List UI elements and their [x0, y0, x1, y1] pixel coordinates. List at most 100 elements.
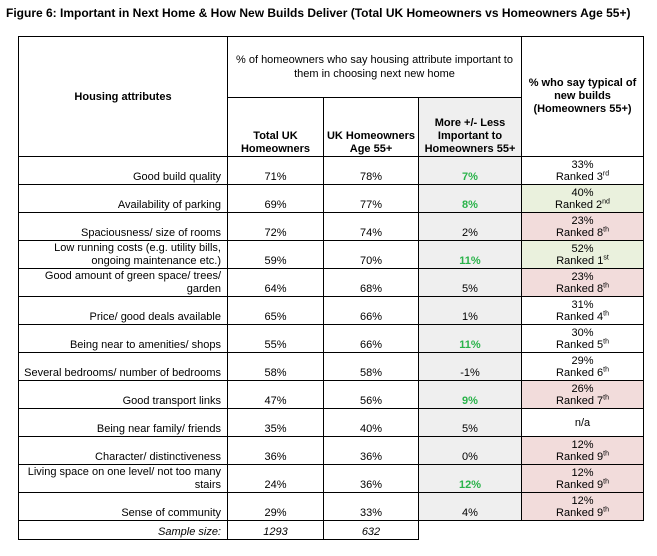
header-total-uk: Total UK Homeowners [227, 97, 324, 157]
total-uk-cell: 64% [227, 268, 324, 297]
table-row: Several bedrooms/ number of bedrooms 58% 5… [18, 352, 644, 381]
total-uk-cell: 72% [227, 212, 324, 241]
rank-label: Ranked 6th [522, 365, 643, 379]
age-55-cell: 36% [323, 464, 419, 493]
typical-cell: 12% Ranked 9th [521, 436, 644, 465]
typical-cell: 33% Ranked 3rd [521, 156, 644, 185]
rank-label: Ranked 2nd [522, 197, 643, 211]
typical-cell: 12% Ranked 9th [521, 492, 644, 521]
rank-text: Ranked 7 [556, 394, 604, 407]
typical-cell: 23% Ranked 8th [521, 268, 644, 297]
age-55-cell: 36% [323, 436, 419, 465]
age-55-cell: 77% [323, 184, 419, 213]
header-age-55: UK Homeowners Age 55+ [323, 97, 419, 157]
table-row: Low running costs (e.g. utility bills, o… [18, 240, 644, 269]
attribute-cell: Availability of parking [18, 184, 228, 213]
rank-label: Ranked 9th [522, 477, 643, 491]
attribute-cell: Being near family/ friends [18, 408, 228, 437]
total-uk-cell: 35% [227, 408, 324, 437]
difference-cell: -1% [418, 352, 522, 381]
total-uk-cell: 65% [227, 296, 324, 325]
typical-cell: 23% Ranked 8th [521, 212, 644, 241]
sample-size-55: 632 [323, 520, 419, 540]
difference-cell: 2% [418, 212, 522, 241]
typical-cell: 26% Ranked 7th [521, 380, 644, 409]
attribute-cell: Good build quality [18, 156, 228, 185]
typical-percent: 29% [571, 354, 594, 367]
difference-cell: 1% [418, 296, 522, 325]
total-uk-cell: 69% [227, 184, 324, 213]
rank-suffix: th [603, 365, 609, 373]
table-row: Price/ good deals available 65% 66% 1% 31% Ra… [18, 296, 644, 325]
typical-percent: 30% [571, 326, 594, 339]
typical-percent: 12% [571, 466, 594, 479]
difference-cell: 9% [418, 380, 522, 409]
rank-suffix: th [603, 225, 609, 233]
total-uk-cell: 58% [227, 352, 324, 381]
rank-label: Ranked 1st [522, 253, 643, 267]
difference-cell: 5% [418, 408, 522, 437]
rank-suffix: th [603, 477, 609, 485]
difference-cell: 5% [418, 268, 522, 297]
typical-cell: 52% Ranked 1st [521, 240, 644, 269]
attribute-cell: Sense of community [18, 492, 228, 521]
typical-cell: 31% Ranked 4th [521, 296, 644, 325]
table-body: Good build quality 71% 78% 7% 33% Ranked 3rd A… [18, 156, 644, 521]
header-housing-attributes: Housing attributes [18, 36, 228, 157]
figure-title: Figure 6: Important in Next Home & How N… [6, 6, 631, 20]
age-55-cell: 66% [323, 324, 419, 353]
rank-text: Ranked 9 [556, 506, 604, 519]
attributes-table: Housing attributes % of homeowners who s… [18, 36, 644, 540]
table-row: Good transport links 47% 56% 9% 26% Ranked 7t… [18, 380, 644, 409]
typical-percent: n/a [574, 416, 591, 429]
rank-suffix: th [603, 337, 609, 345]
rank-text: Ranked 9 [556, 450, 604, 463]
difference-cell: 12% [418, 464, 522, 493]
rank-label: Ranked 8th [522, 225, 643, 239]
typical-percent: 23% [571, 270, 594, 283]
rank-text: Ranked 6 [556, 366, 604, 379]
rank-suffix: th [603, 505, 609, 513]
rank-text: Ranked 4 [556, 310, 604, 323]
rank-label: Ranked 7th [522, 394, 643, 407]
age-55-cell: 56% [323, 380, 419, 409]
difference-cell: 0% [418, 436, 522, 465]
rank-suffix: nd [602, 197, 610, 205]
table-row: Being near family/ friends 35% 40% 5% n/a [18, 408, 644, 437]
table-row: Good build quality 71% 78% 7% 33% Ranked 3rd [18, 156, 644, 185]
typical-percent: 12% [571, 438, 594, 451]
total-uk-cell: 59% [227, 240, 324, 269]
age-55-cell: 70% [323, 240, 419, 269]
attribute-cell: Price/ good deals available [18, 296, 228, 325]
sample-size-label: Sample size: [18, 520, 228, 540]
rank-suffix: th [603, 281, 609, 289]
header-difference: More +/- Less Important to Homeowners 55… [418, 97, 522, 157]
table-row: Availability of parking 69% 77% 8% 40% Ranked… [18, 184, 644, 213]
age-55-cell: 58% [323, 352, 419, 381]
rank-suffix: st [603, 253, 609, 261]
age-55-cell: 74% [323, 212, 419, 241]
table-row: Being near to amenities/ shops 55% 66% 11% 3… [18, 324, 644, 353]
typical-cell: 29% Ranked 6th [521, 352, 644, 381]
table-row: Living space on one level/ not too many … [18, 464, 644, 493]
rank-text: Ranked 5 [556, 338, 604, 351]
total-uk-cell: 24% [227, 464, 324, 493]
rank-suffix: th [603, 309, 609, 317]
typical-cell: 12% Ranked 9th [521, 464, 644, 493]
attribute-cell: Good amount of green space/ trees/ garde… [18, 268, 228, 297]
typical-percent: 52% [571, 242, 594, 255]
rank-text: Ranked 1 [556, 254, 604, 267]
age-55-cell: 78% [323, 156, 419, 185]
sample-empty-cell [522, 521, 644, 540]
difference-cell: 7% [418, 156, 522, 185]
total-uk-cell: 71% [227, 156, 324, 185]
rank-text: Ranked 8 [556, 282, 604, 295]
total-uk-cell: 55% [227, 324, 324, 353]
difference-cell: 8% [418, 184, 522, 213]
rank-text: Ranked 9 [556, 478, 604, 491]
total-uk-cell: 36% [227, 436, 324, 465]
total-uk-cell: 47% [227, 380, 324, 409]
table-row: Good amount of green space/ trees/ garde… [18, 268, 644, 297]
sample-size-total: 1293 [227, 520, 324, 540]
attribute-cell: Character/ distinctiveness [18, 436, 228, 465]
